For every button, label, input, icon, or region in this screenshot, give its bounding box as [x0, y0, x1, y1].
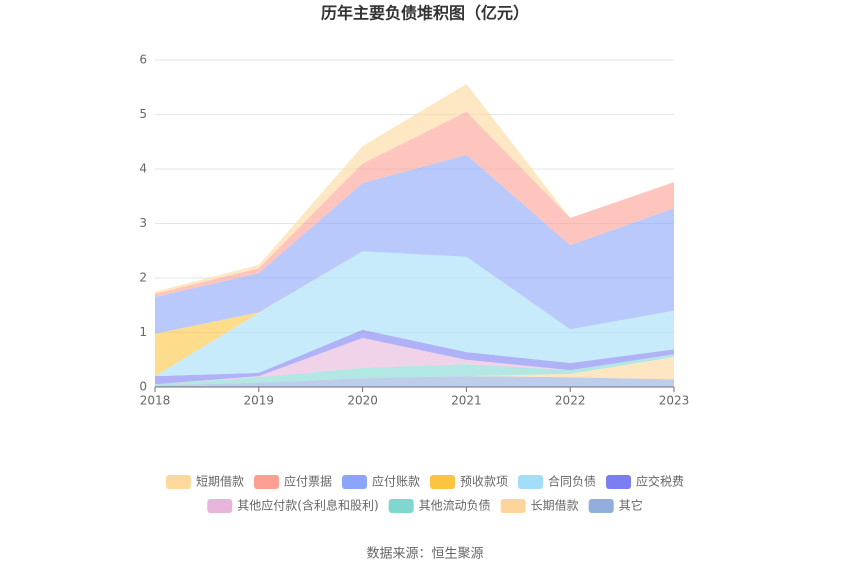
x-tick-label: 2023 [659, 394, 690, 408]
legend-swatch [388, 499, 414, 513]
y-tick-label: 0 [139, 380, 147, 394]
legend-swatch [253, 475, 279, 489]
y-tick-label: 1 [139, 325, 147, 339]
area [155, 83, 674, 294]
legend-swatch [500, 499, 526, 513]
y-tick-label: 2 [139, 271, 147, 285]
area [155, 154, 674, 334]
area [155, 354, 674, 386]
y-tick-label: 6 [139, 53, 147, 67]
chart-title: 历年主要负债堆积图（亿元） [321, 4, 529, 23]
source-note: 数据来源：恒生聚源 [366, 547, 483, 562]
legend-swatch [165, 475, 191, 489]
legend-swatch [341, 475, 367, 489]
legend-item: 应付票据 [253, 474, 332, 489]
legend-item: 其它 [588, 498, 643, 513]
x-tick-label: 2022 [555, 394, 586, 408]
legend-row: 其他应付款(含利息和股利) 其他流动负债 长期借款 其它 [207, 498, 643, 513]
legend-label: 其它 [619, 498, 643, 513]
legend-label: 其他应付款(含利息和股利) [237, 498, 378, 513]
area [155, 251, 674, 377]
y-tick-label: 4 [139, 162, 147, 176]
legend-swatch [207, 499, 233, 513]
legend-item: 应交税费 [606, 474, 684, 489]
area [155, 376, 674, 387]
legend-item: 其他应付款(含利息和股利) [207, 498, 379, 513]
area [155, 329, 674, 385]
x-tick-label: 2020 [347, 394, 378, 408]
y-tick-label: 5 [139, 107, 147, 121]
legend-label: 长期借款 [531, 499, 579, 513]
x-tick-label: 2018 [140, 394, 171, 408]
legend-label: 预收款项 [460, 475, 508, 489]
legend-swatch [430, 475, 455, 489]
legend-item: 短期借款 [165, 475, 244, 489]
legend-label: 其他流动负债 [419, 499, 491, 513]
legend-label: 合同负债 [548, 474, 596, 489]
legend-swatch [606, 475, 632, 489]
area [155, 337, 674, 385]
legend-item: 应付账款 [341, 474, 420, 489]
legend-item: 其他流动负债 [388, 499, 491, 513]
y-tick-label: 3 [139, 216, 147, 230]
legend-label: 应交税费 [636, 474, 684, 489]
legend-label: 应付票据 [284, 474, 332, 489]
areas [155, 83, 674, 387]
legend-item: 预收款项 [430, 475, 508, 489]
x-tick-label: 2021 [451, 394, 482, 408]
legend-item: 合同负债 [518, 474, 596, 489]
legend-label: 短期借款 [196, 475, 244, 489]
x-tick-label: 2019 [244, 394, 275, 408]
area [155, 111, 674, 298]
legend-item: 长期借款 [500, 499, 579, 513]
legend-row: 短期借款 应付票据 应付账款 预收款项 合同负债 应交税费 [165, 474, 684, 489]
legend-label: 应付账款 [372, 474, 420, 489]
legend-swatch [588, 499, 614, 513]
legend-swatch [518, 475, 544, 489]
